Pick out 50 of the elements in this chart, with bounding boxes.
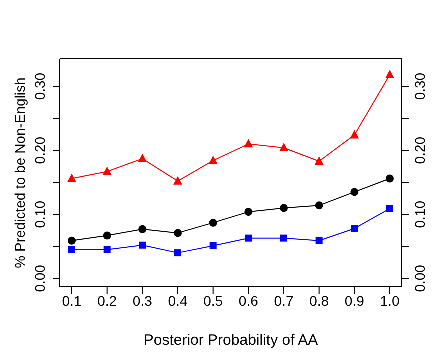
point	[103, 232, 112, 240]
point	[316, 237, 323, 244]
point	[68, 174, 76, 182]
point	[68, 236, 76, 245]
x-tick-label: 0.1	[62, 292, 82, 309]
point	[314, 156, 324, 165]
point	[351, 225, 358, 232]
point	[174, 250, 182, 257]
point	[208, 156, 218, 164]
x-tick-label: 0.3	[132, 292, 153, 309]
point	[386, 174, 394, 183]
point	[350, 130, 360, 139]
point	[104, 246, 111, 254]
point	[280, 234, 288, 242]
point	[210, 242, 217, 250]
point	[209, 218, 218, 227]
point	[68, 246, 76, 254]
y-tick-label: 0.30	[32, 72, 48, 100]
point	[244, 139, 254, 148]
point	[245, 234, 252, 242]
y-tick-label: 0.20	[32, 136, 48, 164]
x-tick-label: 1.0	[380, 292, 400, 309]
x-tick-label: 0.6	[238, 292, 259, 309]
y2-tick-label: 0.00	[412, 264, 428, 292]
point	[350, 188, 359, 196]
x-tick-label: 0.8	[310, 292, 330, 309]
point	[138, 154, 148, 162]
y2-tick-label: 0.20	[412, 136, 428, 164]
x-tick-label: 0.4	[168, 292, 188, 309]
point	[138, 225, 147, 234]
point	[174, 176, 182, 185]
point	[244, 208, 253, 216]
x-tick-label: 0.2	[98, 292, 118, 309]
y-tick-label: 0.10	[32, 200, 48, 228]
x-axis-title: Posterior Probability of AA	[144, 332, 318, 349]
point	[102, 166, 112, 176]
point	[280, 204, 288, 212]
point	[386, 205, 394, 212]
x-tick-label: 0.7	[274, 292, 294, 309]
point	[386, 70, 394, 79]
x-tick-label: 0.5	[204, 292, 224, 309]
point	[280, 143, 288, 152]
y-tick-label: 0.00	[32, 264, 48, 292]
y-axis-title: % Predicted to be Non-English	[12, 78, 28, 268]
y2-tick-label: 0.10	[412, 200, 428, 228]
point	[315, 202, 324, 210]
point	[174, 229, 182, 238]
y2-tick-label: 0.30	[412, 72, 428, 100]
point	[139, 242, 146, 249]
x-tick-label: 0.9	[344, 292, 365, 309]
